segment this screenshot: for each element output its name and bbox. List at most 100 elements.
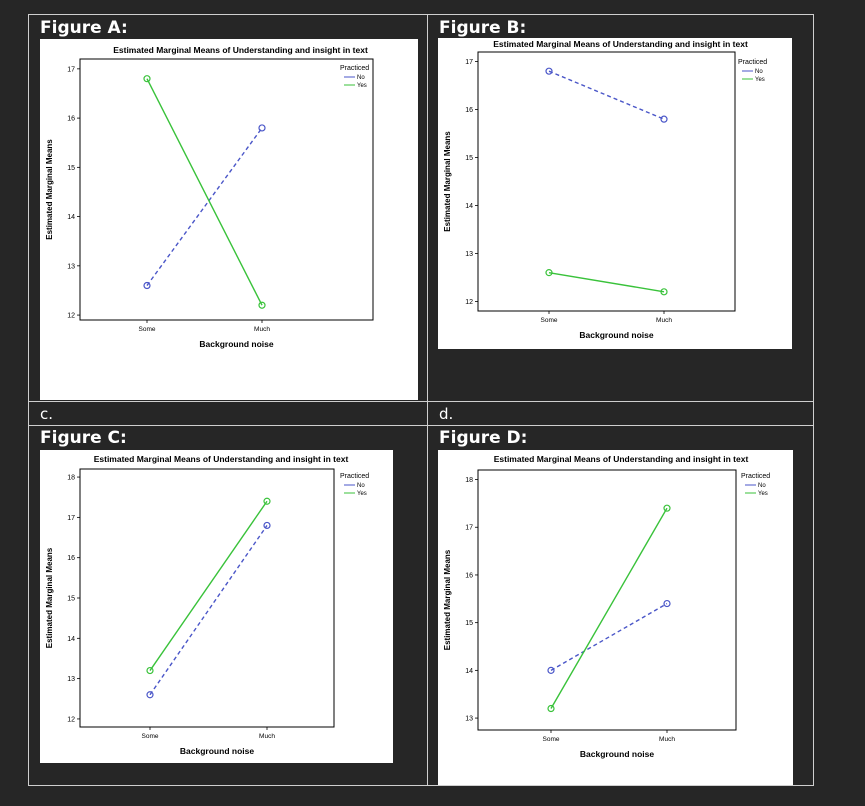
chart-1-xtick-label: Some (541, 317, 558, 324)
chart-3-ytick-label: 15 (465, 620, 473, 627)
chart-2-ytick-label: 13 (67, 676, 75, 683)
chart-3-ytick-label: 16 (465, 572, 473, 579)
chart-0-svg: Estimated Marginal Means of Understandin… (45, 45, 374, 349)
grid-border-bottom (28, 785, 814, 786)
chart-2-ytick-label: 17 (67, 515, 75, 522)
chart-3-ytick-label: 17 (465, 525, 473, 532)
chart-2-point-yes (263, 497, 271, 505)
chart-1-ytick-label: 17 (465, 59, 473, 66)
chart-1-ytick-label: 12 (465, 299, 473, 306)
chart-2-ytick-label: 14 (67, 636, 75, 643)
figure-b-caption: Figure B: (439, 18, 527, 38)
chart-3-ylabel: Estimated Marginal Means (443, 549, 452, 650)
grid-divider-letter-row (28, 425, 814, 426)
chart-1-point-yes (545, 269, 553, 277)
chart-2-legend-title: Practiced (340, 473, 369, 480)
grid-divider-horizontal (28, 401, 814, 402)
chart-2-point-yes (146, 666, 154, 675)
chart-2-title: Estimated Marginal Means of Understandin… (94, 454, 349, 464)
chart-3-point-yes (547, 704, 555, 713)
figure-c-chart: Estimated Marginal Means of Understandin… (40, 450, 393, 763)
chart-2-point-no (146, 691, 154, 699)
chart-3-ytick-label: 18 (465, 477, 473, 484)
chart-2-ytick-label: 12 (67, 716, 75, 723)
chart-2-legend-label-yes: Yes (357, 491, 367, 497)
chart-1-xlabel: Background noise (579, 330, 653, 340)
figure-a-caption: Figure A: (40, 18, 128, 38)
chart-3-plot-frame (477, 469, 737, 731)
chart-0-point-no (143, 281, 151, 290)
chart-0-ytick-label: 12 (67, 313, 75, 320)
chart-1-xtick-label: Much (656, 317, 672, 324)
grid-border-right (813, 14, 814, 786)
chart-0-series-line-yes (146, 78, 263, 306)
chart-1-point-no (545, 67, 553, 75)
chart-2-series-line-yes (149, 500, 268, 671)
chart-1-plot-frame (477, 51, 736, 312)
chart-3-xlabel: Background noise (580, 749, 654, 759)
chart-3-ytick-label: 14 (465, 668, 473, 675)
chart-2-ytick-label: 15 (67, 596, 75, 603)
chart-1-point-no (660, 115, 668, 123)
chart-0-plot-frame (79, 58, 374, 321)
chart-0-ytick-label: 14 (67, 214, 75, 221)
chart-2-ytick-label: 16 (67, 555, 75, 562)
chart-2-xtick-label: Some (142, 733, 159, 740)
chart-0-xtick-label: Some (139, 326, 156, 333)
chart-0-legend-title: Practiced (340, 65, 369, 72)
grid-border-top (28, 14, 814, 15)
chart-1-legend-title: Practiced (738, 59, 767, 66)
chart-1-ytick-label: 15 (465, 155, 473, 162)
chart-3-point-yes (663, 504, 671, 512)
chart-3-legend-label-yes: Yes (758, 491, 768, 497)
figure-c-caption: Figure C: (40, 428, 127, 448)
chart-1-series-line-yes (548, 271, 665, 293)
chart-1-legend-label-yes: Yes (755, 77, 765, 83)
chart-3-series-line-yes (550, 507, 668, 709)
chart-1-legend-label-no: No (755, 69, 763, 75)
chart-0-title: Estimated Marginal Means of Understandin… (113, 45, 368, 55)
chart-0-point-yes (258, 301, 266, 309)
chart-2-series-line-no (149, 525, 268, 696)
chart-2-xtick-label: Much (259, 733, 275, 740)
chart-3-xtick-label: Some (543, 736, 560, 743)
chart-2-ytick-label: 18 (67, 475, 75, 482)
chart-0-ylabel: Estimated Marginal Means (45, 139, 54, 240)
figure-a-chart: Estimated Marginal Means of Understandin… (40, 39, 418, 400)
chart-3-legend-title: Practiced (741, 473, 770, 480)
panel-d-letter: d. (439, 405, 454, 423)
chart-3-svg: Estimated Marginal Means of Understandin… (443, 454, 770, 759)
chart-1-ylabel: Estimated Marginal Means (443, 131, 452, 232)
chart-3-point-no (663, 599, 671, 608)
chart-2-legend-label-no: No (357, 483, 365, 489)
chart-1-ytick-label: 13 (465, 251, 473, 258)
figure-b-chart: Estimated Marginal Means of Understandin… (438, 38, 792, 349)
chart-0-legend-label-no: No (357, 75, 365, 81)
chart-2-xlabel: Background noise (180, 746, 254, 756)
chart-1-svg: Estimated Marginal Means of Understandin… (443, 39, 767, 340)
chart-0-xtick-label: Much (254, 326, 270, 333)
panel-c-letter: c. (40, 405, 54, 423)
chart-0-ytick-label: 13 (67, 263, 75, 270)
chart-0-ytick-label: 16 (67, 116, 75, 123)
chart-0-point-yes (143, 75, 151, 83)
chart-0-xlabel: Background noise (199, 339, 273, 349)
figure-d-caption: Figure D: (439, 428, 528, 448)
chart-3-point-no (547, 666, 555, 674)
chart-1-series-line-no (548, 70, 665, 120)
chart-3-ytick-label: 13 (465, 716, 473, 723)
chart-3-xtick-label: Much (659, 736, 675, 743)
chart-2-point-no (263, 521, 271, 530)
figure-d-chart: Estimated Marginal Means of Understandin… (438, 450, 793, 785)
chart-2-plot-frame (79, 468, 335, 728)
chart-0-legend-label-yes: Yes (357, 83, 367, 89)
chart-0-ytick-label: 17 (67, 66, 75, 73)
chart-1-title: Estimated Marginal Means of Understandin… (493, 39, 748, 49)
chart-1-point-yes (660, 288, 668, 296)
chart-1-ytick-label: 16 (465, 107, 473, 114)
chart-2-ylabel: Estimated Marginal Means (45, 547, 54, 648)
chart-3-legend-label-no: No (758, 483, 766, 489)
chart-3-title: Estimated Marginal Means of Understandin… (494, 454, 749, 464)
grid-border-left (28, 14, 29, 786)
chart-3-series-line-no (550, 602, 668, 671)
